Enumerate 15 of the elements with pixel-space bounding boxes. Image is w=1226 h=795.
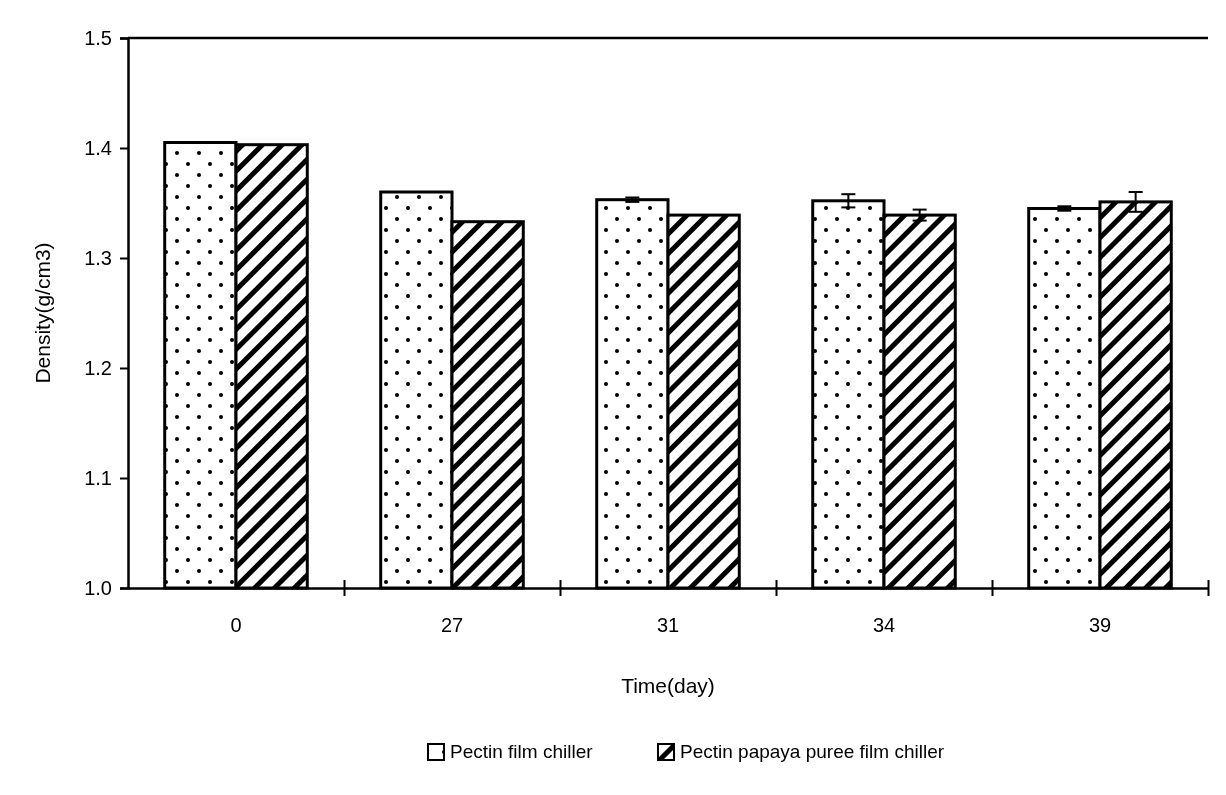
legend-label: Pectin film chiller (450, 741, 594, 762)
x-axis-title: Time(day) (621, 674, 715, 697)
legend-label: Pectin papaya puree film chiller (680, 741, 945, 762)
x-tick-label: 39 (1088, 614, 1112, 637)
y-tick-label: 1.1 (84, 466, 112, 489)
x-tick-label: 0 (230, 614, 242, 637)
y-tick-label: 1.4 (84, 136, 112, 159)
y-axis-title: Density(g/cm3) (31, 242, 54, 384)
x-tick-label: 27 (440, 614, 464, 637)
y-tick-label: 1.0 (84, 576, 112, 599)
y-tick-label: 1.3 (84, 246, 112, 269)
y-tick-label: 1.2 (84, 356, 112, 379)
x-tick-label: 34 (872, 614, 896, 637)
x-tick-label: 31 (656, 614, 680, 637)
y-tick-label: 1.5 (84, 26, 112, 49)
